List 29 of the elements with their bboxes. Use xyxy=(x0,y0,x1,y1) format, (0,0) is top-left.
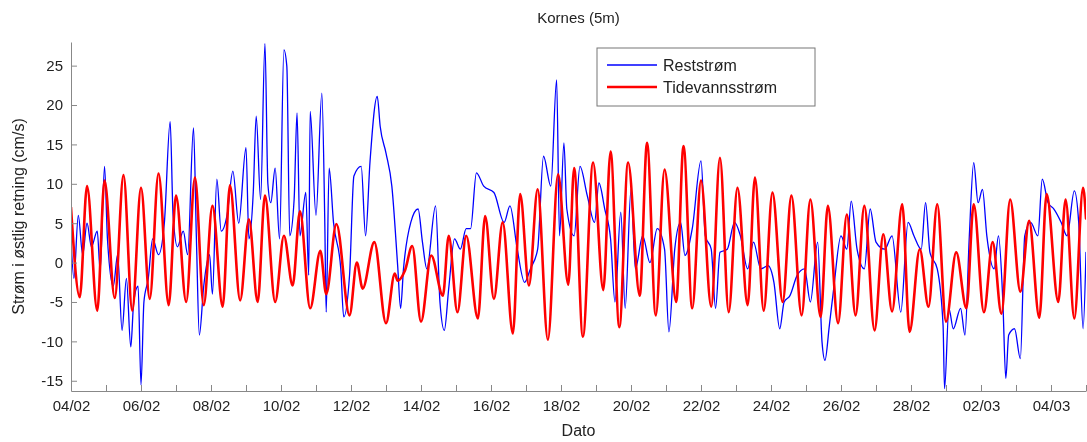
x-tick-label: 16/02 xyxy=(472,396,511,414)
y-tick-label: 0 xyxy=(54,253,63,271)
y-axis-title: Strøm i østlig retning (cm/s) xyxy=(10,118,27,315)
chart-title: Kornes (5m) xyxy=(537,9,620,26)
y-tick-label: 15 xyxy=(46,135,63,153)
x-tick-label: 06/02 xyxy=(122,396,161,414)
x-axis-title: Dato xyxy=(561,422,596,439)
x-tick-label: 02/03 xyxy=(962,396,1001,414)
x-tick-label: 20/02 xyxy=(612,396,651,414)
y-tick-label: 25 xyxy=(46,56,63,74)
y-tick-label: 10 xyxy=(46,175,63,193)
y-tick-label: -10 xyxy=(41,332,63,350)
legend-label: Tidevannsstrøm xyxy=(663,79,778,96)
x-tick-label: 22/02 xyxy=(682,396,721,414)
x-tick-label: 26/02 xyxy=(822,396,861,414)
x-tick-label: 12/02 xyxy=(332,396,371,414)
y-tick-label: 20 xyxy=(46,96,63,114)
y-tick-label: 5 xyxy=(54,214,63,232)
x-tick-label: 04/03 xyxy=(1032,396,1071,414)
x-tick-label: 28/02 xyxy=(892,396,931,414)
x-tick-label: 24/02 xyxy=(752,396,791,414)
legend-label: Reststrøm xyxy=(663,57,737,74)
x-tick-label: 08/02 xyxy=(192,396,231,414)
y-tick-label: -5 xyxy=(49,293,63,311)
y-tick-label: -15 xyxy=(41,372,63,390)
x-tick-label: 10/02 xyxy=(262,396,301,414)
x-tick-label: 04/02 xyxy=(52,396,91,414)
x-tick-label: 14/02 xyxy=(402,396,441,414)
x-tick-label: 18/02 xyxy=(542,396,581,414)
